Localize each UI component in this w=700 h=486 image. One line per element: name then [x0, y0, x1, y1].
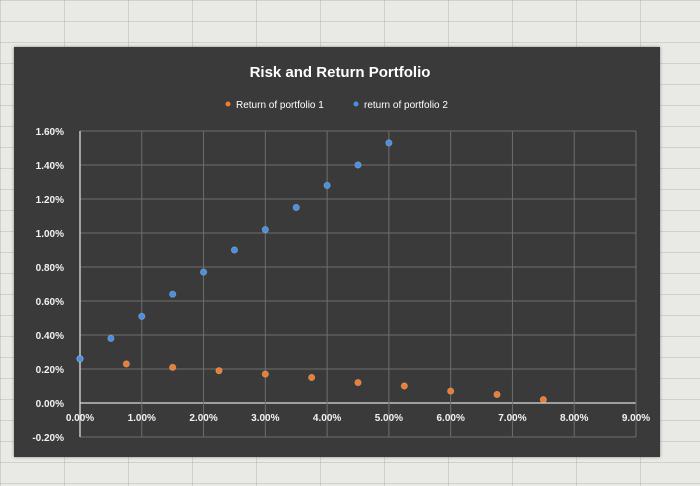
grid-lines [79, 130, 637, 438]
data-point-portfolio-2 [323, 181, 331, 189]
data-point-portfolio-1 [493, 390, 501, 399]
x-tick-label: 4.00% [313, 413, 341, 424]
data-point-portfolio-2 [76, 355, 84, 363]
data-point-portfolio-1 [122, 360, 130, 368]
data-point-portfolio-2 [230, 246, 239, 254]
legend-marker-portfolio-2 [353, 101, 359, 107]
data-point-portfolio-1 [215, 367, 223, 375]
legend: Return of portfolio 1 return of portfoli… [225, 100, 448, 111]
x-tick-label: 8.00% [560, 413, 588, 424]
data-point-portfolio-2 [199, 268, 208, 276]
y-tick-label: 1.20% [36, 195, 64, 206]
data-point-portfolio-1 [354, 378, 362, 387]
y-tick-label: 0.40% [36, 331, 64, 342]
x-tick-label: 6.00% [436, 413, 464, 424]
data-point-portfolio-2 [354, 161, 362, 169]
data-point-portfolio-2 [385, 139, 393, 147]
scatter-chart: Risk and Return Portfolio Return of port… [32, 64, 650, 444]
y-tick-label: 0.20% [36, 365, 64, 376]
chart-title: Risk and Return Portfolio [250, 64, 431, 81]
x-tick-label: 2.00% [189, 413, 217, 424]
x-tick-label: 1.00% [128, 413, 156, 424]
x-tick-label: 0.00% [66, 413, 94, 424]
data-point-portfolio-2 [138, 312, 146, 320]
y-tick-label: -0.20% [32, 433, 64, 444]
data-point-portfolio-1 [447, 387, 455, 395]
tick-labels: -0.20%0.00%0.20%0.40%0.60%0.80%1.00%1.20… [32, 127, 650, 444]
y-tick-label: 0.60% [36, 297, 64, 308]
x-tick-label: 7.00% [498, 413, 526, 424]
data-point-portfolio-2 [292, 203, 300, 212]
legend-label-portfolio-1: Return of portfolio 1 [236, 100, 324, 111]
data-point-portfolio-1 [400, 382, 408, 390]
chart-area[interactable]: Risk and Return Portfolio Return of port… [14, 47, 660, 457]
y-tick-label: 1.60% [36, 127, 64, 138]
data-point-portfolio-1 [169, 363, 177, 371]
x-tick-label: 3.00% [251, 413, 279, 424]
data-points [76, 139, 547, 404]
data-point-portfolio-2 [261, 226, 269, 234]
y-tick-label: 1.40% [36, 161, 64, 172]
y-tick-label: 1.00% [36, 229, 64, 240]
legend-marker-portfolio-1 [225, 101, 231, 107]
data-point-portfolio-2 [107, 334, 115, 342]
x-tick-label: 5.00% [375, 413, 403, 424]
y-tick-label: 0.00% [36, 399, 64, 410]
data-point-portfolio-1 [261, 370, 269, 378]
data-point-portfolio-1 [539, 395, 547, 404]
legend-label-portfolio-2: return of portfolio 2 [364, 100, 448, 111]
data-point-portfolio-2 [169, 290, 177, 298]
x-tick-label: 9.00% [622, 413, 650, 424]
y-tick-label: 0.80% [36, 263, 64, 274]
data-point-portfolio-1 [308, 373, 316, 382]
